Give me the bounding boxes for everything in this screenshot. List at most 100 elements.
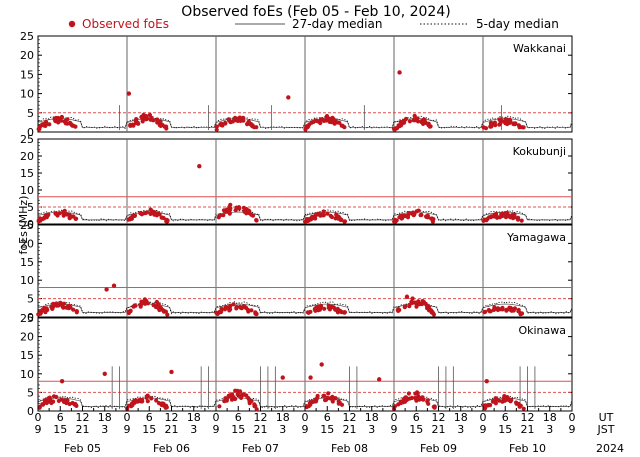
- observed-point: [498, 117, 503, 122]
- observed-point: [223, 396, 228, 401]
- observed-point: [154, 398, 159, 403]
- observed-point: [233, 388, 238, 393]
- y-tick-label: 0: [27, 218, 34, 231]
- observed-point: [246, 308, 251, 313]
- y-tick-label: 0: [27, 126, 34, 139]
- observed-point: [140, 119, 145, 124]
- observed-point: [497, 122, 502, 127]
- observed-point: [214, 310, 219, 315]
- observed-point: [337, 120, 342, 125]
- observed-point: [46, 212, 51, 217]
- observed-point: [135, 120, 140, 125]
- observed-point: [406, 391, 411, 396]
- observed-point: [69, 122, 74, 127]
- observed-point: [130, 214, 135, 219]
- x-tick-label-ut: 6: [57, 411, 64, 424]
- observed-point: [50, 306, 55, 311]
- observed-point: [252, 404, 257, 409]
- x-tick-label-ut: 6: [235, 411, 242, 424]
- observed-point: [512, 215, 517, 220]
- x-day-label: Feb 05: [64, 442, 101, 455]
- observed-point: [227, 393, 232, 398]
- observed-point: [145, 399, 150, 404]
- observed-point: [61, 211, 66, 217]
- observed-point: [234, 304, 239, 310]
- panel-wakkanai: 0 5 10 15 20 25 Wakkanai: [20, 30, 573, 139]
- observed-outlier: [376, 377, 382, 382]
- y-tick-label: 15: [20, 256, 34, 269]
- observed-point: [310, 214, 315, 219]
- observed-point: [231, 395, 236, 400]
- station-label: Wakkanai: [513, 42, 566, 55]
- observed-point: [219, 309, 224, 314]
- y-tick-label: 20: [20, 49, 34, 62]
- x-tick-label-ut: 6: [413, 411, 420, 424]
- y-tick-label: 10: [20, 184, 34, 197]
- observed-point: [254, 407, 259, 412]
- observed-point: [228, 206, 233, 211]
- observed-point: [416, 299, 421, 304]
- y-tick-label: 10: [20, 274, 34, 287]
- observed-point: [425, 215, 430, 220]
- observed-point: [51, 301, 56, 306]
- x-tick-label-jst: 21: [76, 423, 90, 436]
- x-tick-label-jst: 21: [254, 423, 268, 436]
- observed-point: [317, 307, 322, 312]
- observed-point: [429, 216, 435, 221]
- observed-point: [230, 119, 235, 124]
- x-tick-label-ut: 6: [324, 411, 331, 424]
- observed-point: [218, 213, 223, 218]
- median-27day: [37, 211, 573, 221]
- observed-point: [139, 301, 144, 307]
- observed-point: [158, 123, 163, 128]
- observed-point: [321, 209, 326, 214]
- observed-point: [149, 396, 154, 401]
- y-tick-label: 25: [20, 133, 34, 146]
- x-tick-label-ut: 0: [391, 411, 398, 424]
- x-tick-label-jst: 21: [521, 423, 535, 436]
- observed-point: [163, 309, 168, 314]
- x-day-label: Feb 10: [509, 442, 546, 455]
- observed-point: [51, 399, 56, 404]
- observed-point: [483, 309, 488, 314]
- panel-kokubunji: 0 5 10 15 20 25 Kokubunji: [20, 133, 573, 231]
- x-day-label: Feb 09: [420, 442, 457, 455]
- observed-point: [139, 212, 144, 217]
- observed-point: [306, 310, 311, 315]
- observed-point: [403, 304, 408, 309]
- observed-point: [521, 406, 526, 411]
- observed-point: [61, 305, 66, 310]
- observed-point: [155, 120, 160, 125]
- x-tick-label-jst: 21: [432, 423, 446, 436]
- x-tick-label-jst: 15: [409, 423, 423, 436]
- observed-point: [137, 397, 142, 402]
- y-tick-label: 20: [20, 150, 34, 163]
- observed-point: [481, 125, 486, 130]
- observed-point: [398, 400, 404, 406]
- observed-outlier: [102, 371, 107, 376]
- observed-point: [426, 401, 431, 406]
- observed-point: [521, 125, 526, 130]
- observed-point: [414, 304, 419, 309]
- observed-point: [144, 395, 149, 400]
- x-tick-label-jst: 15: [231, 423, 245, 436]
- observed-point: [63, 121, 68, 126]
- observed-point: [223, 120, 228, 125]
- observed-outlier: [319, 362, 324, 367]
- observed-point: [155, 117, 160, 122]
- median-5day: [37, 394, 573, 409]
- observed-outlier: [169, 369, 174, 375]
- observed-point: [412, 212, 417, 217]
- x-tick-label-jst: 9: [124, 423, 131, 436]
- observed-point: [516, 307, 521, 313]
- station-label: Kokubunji: [513, 145, 566, 158]
- observed-point: [217, 404, 222, 409]
- y-tick-label: 20: [20, 331, 34, 344]
- observed-point: [322, 393, 327, 398]
- x-day-label: Feb 07: [242, 442, 279, 455]
- observed-point: [314, 118, 320, 124]
- x-tick-label-ut: 0: [480, 411, 487, 424]
- y-tick-label: 25: [20, 219, 34, 232]
- observed-outlier: [397, 70, 402, 75]
- observed-point: [511, 121, 516, 126]
